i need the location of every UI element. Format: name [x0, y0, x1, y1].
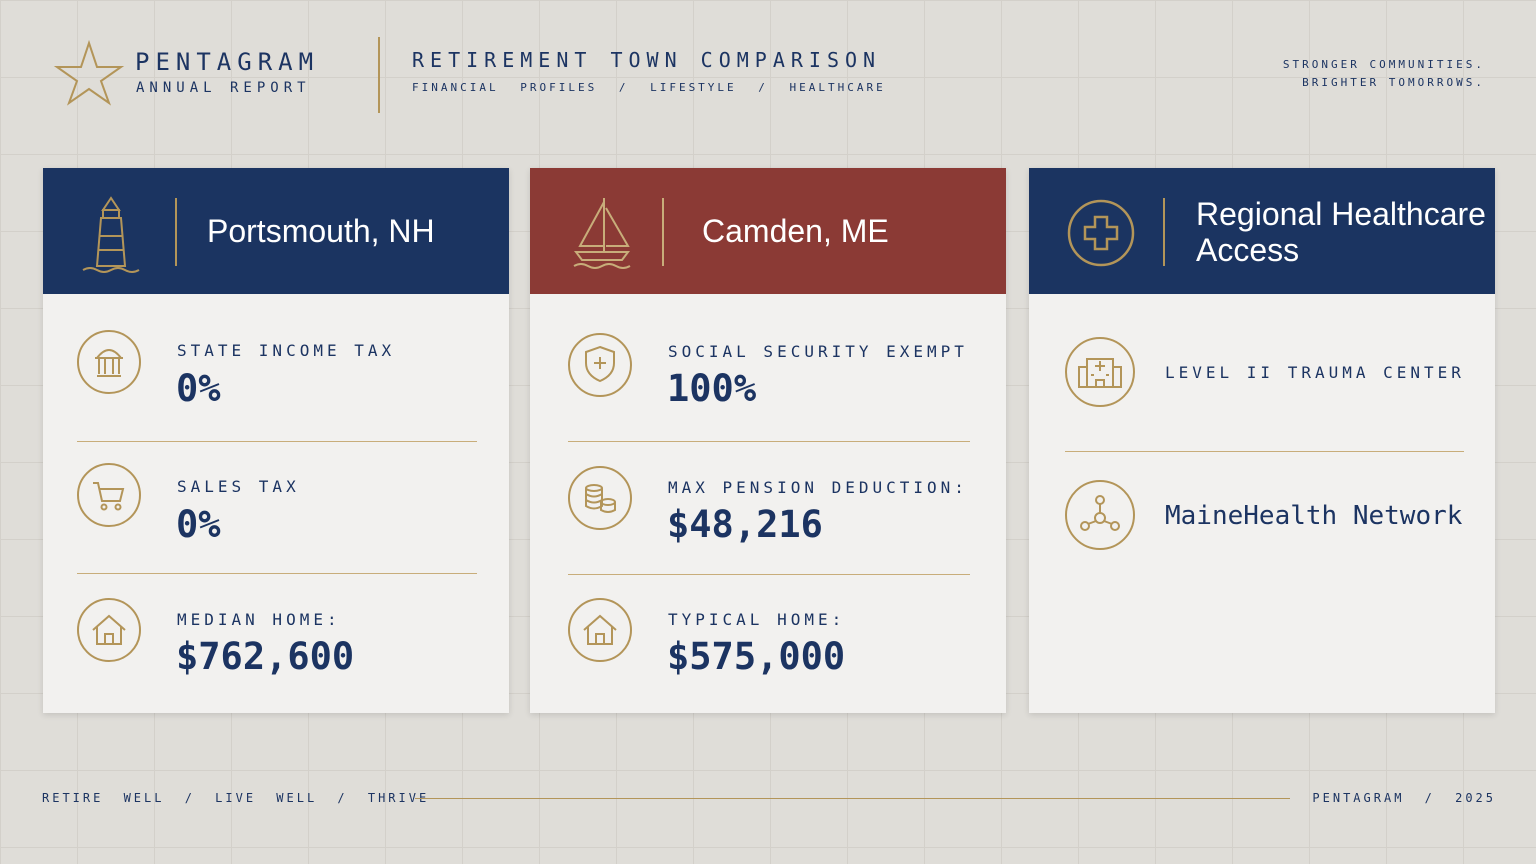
row-label: MEDIAN HOME: [177, 610, 341, 629]
footer-left: RETIRE WELL / LIVE WELL / THRIVE [42, 791, 430, 805]
row-label: MAX PENSION DEDUCTION: [668, 478, 968, 497]
row-label: TYPICAL HOME: [668, 610, 846, 629]
tagline: BRIGHTER TOMORROWS. [1302, 76, 1485, 89]
row-label: MaineHealth Network [1165, 501, 1463, 531]
row-value: $762,600 [176, 635, 355, 678]
card-header: Portsmouth, NH [43, 168, 509, 294]
row-label: STATE INCOME TAX [177, 341, 396, 360]
coins-icon [568, 466, 632, 530]
cart-icon [77, 463, 141, 527]
row-value: 0% [176, 367, 221, 410]
sailboat-icon [573, 198, 631, 269]
home-icon [568, 598, 632, 662]
row-value: $48,216 [667, 503, 823, 546]
title: RETIREMENT TOWN COMPARISON [412, 48, 882, 72]
row-divider [568, 574, 970, 575]
row-divider [1065, 451, 1464, 452]
footer-rule [415, 798, 1290, 799]
row-label: LEVEL II TRAUMA CENTER [1165, 363, 1465, 382]
medical-icon [1067, 199, 1135, 267]
star-logo [53, 39, 125, 106]
row-divider [77, 441, 477, 442]
shield-icon [568, 333, 632, 397]
bank-icon [77, 330, 141, 394]
hospital-icon [1065, 337, 1135, 407]
card: Portsmouth, NH STATE INCOME TAX 0% SALES… [43, 168, 509, 713]
row-label: SOCIAL SECURITY EXEMPT [668, 342, 968, 361]
card-header: Regional Healthcare Access [1029, 168, 1495, 294]
subtitle: FINANCIAL PROFILES / LIFESTYLE / HEALTHC… [412, 81, 886, 94]
row-label: SALES TAX [177, 477, 300, 496]
row-divider [568, 441, 970, 442]
card: Camden, ME SOCIAL SECURITY EXEMPT 100% M… [530, 168, 1006, 713]
row-divider [77, 573, 477, 574]
tagline: STRONGER COMMUNITIES. [1282, 58, 1485, 71]
brand: PENTAGRAM [135, 48, 320, 76]
card-title: Portsmouth, NH [207, 213, 435, 249]
card-title: Camden, ME [702, 213, 889, 249]
row-value: 100% [667, 367, 757, 410]
row-value: $575,000 [667, 635, 846, 678]
card-title: Regional Healthcare Access [1196, 196, 1486, 268]
row-value: 0% [176, 503, 221, 546]
card-header: Camden, ME [530, 168, 1006, 294]
brand-subtitle: ANNUAL REPORT [136, 80, 311, 96]
lighthouse-icon [82, 196, 140, 273]
card: Regional Healthcare Access LEVEL II TRAU… [1029, 168, 1495, 713]
divider [378, 37, 380, 113]
footer-right: PENTAGRAM / 2025 [1312, 791, 1496, 805]
network-icon [1065, 480, 1135, 550]
home-icon [77, 598, 141, 662]
